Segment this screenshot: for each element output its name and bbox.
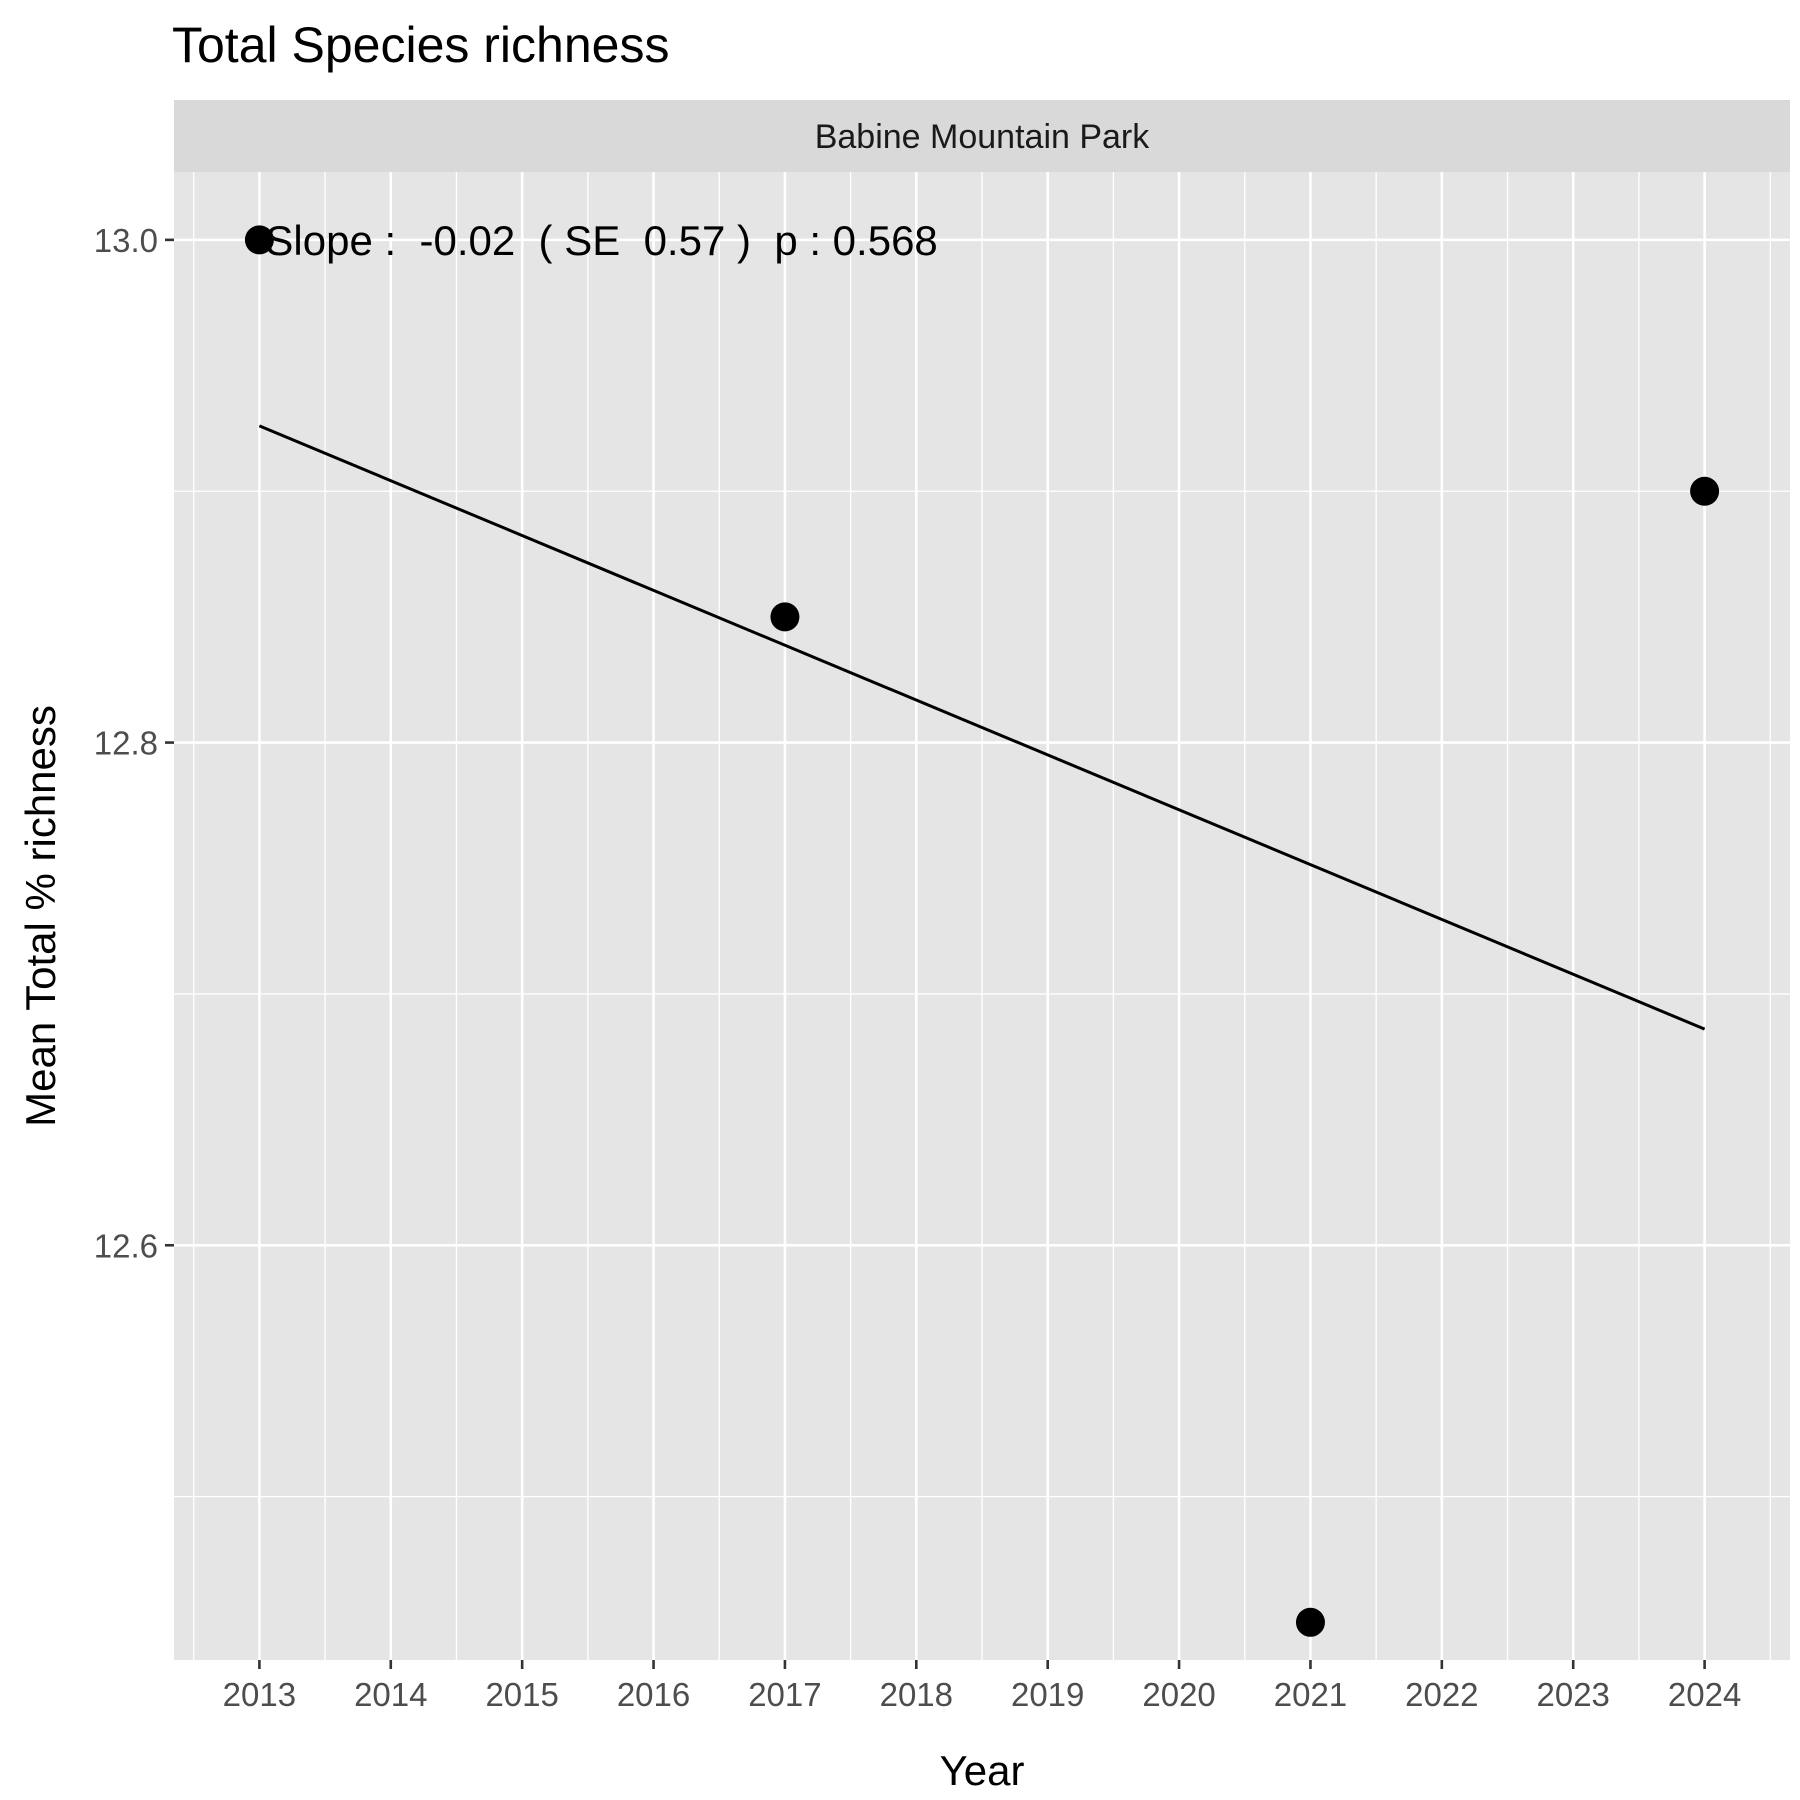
x-tick-label: 2020 [1142, 1676, 1215, 1713]
y-tick-label: 12.8 [94, 725, 158, 762]
data-points [244, 225, 1720, 1637]
y-axis-title: Mean Total % richness [17, 705, 64, 1127]
facet-strip [174, 100, 1790, 172]
x-tick-label: 2015 [485, 1676, 558, 1713]
x-tick-label: 2013 [223, 1676, 296, 1713]
slope-annotation: Slope : -0.02 ( SE 0.57 ) p : 0.568 [265, 217, 937, 264]
x-tick-label: 2016 [617, 1676, 690, 1713]
data-point [770, 602, 800, 632]
y-tick-label: 13.0 [94, 222, 158, 259]
x-tick-label: 2021 [1274, 1676, 1347, 1713]
x-tick-label: 2019 [1011, 1676, 1084, 1713]
facet-strip-label: Babine Mountain Park [815, 118, 1151, 156]
x-tick-label: 2023 [1537, 1676, 1610, 1713]
x-tick-label: 2024 [1668, 1676, 1741, 1713]
y-tick-label: 12.6 [94, 1227, 158, 1264]
x-tick-label: 2022 [1405, 1676, 1478, 1713]
x-axis-title: Year [940, 1747, 1025, 1794]
major-gridlines [174, 172, 1790, 1660]
x-tick-label: 2014 [354, 1676, 427, 1713]
y-axis: 12.6 12.8 13.0 [94, 222, 174, 1264]
data-point [1690, 476, 1720, 506]
data-point [244, 225, 274, 255]
trend-line [258, 424, 1706, 1031]
data-point [1295, 1607, 1325, 1637]
chart-title: Total Species richness [172, 17, 669, 73]
minor-gridlines [174, 172, 1790, 1660]
x-axis: 2013 2014 2015 2016 2017 2018 2019 2020 2021 2022… [223, 1660, 1741, 1713]
x-tick-label: 2018 [880, 1676, 953, 1713]
x-tick-label: 2017 [748, 1676, 821, 1713]
